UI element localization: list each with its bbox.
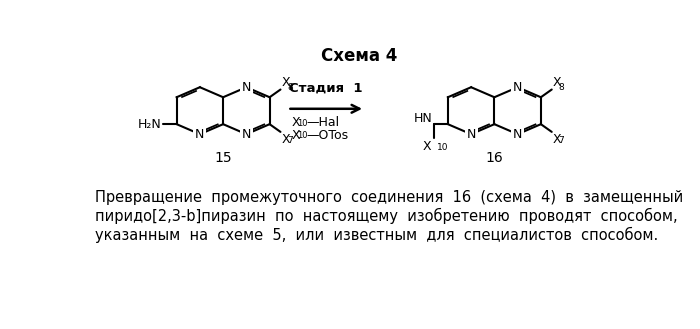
Text: 10: 10 <box>298 119 308 128</box>
Text: N: N <box>513 128 522 141</box>
Text: 10: 10 <box>298 131 308 140</box>
Text: 15: 15 <box>214 151 232 165</box>
Text: Превращение  промежуточного  соединения  16  (схема  4)  в  замещенный: Превращение промежуточного соединения 16… <box>95 190 683 205</box>
Text: N: N <box>195 128 204 141</box>
Text: N: N <box>241 81 251 94</box>
Text: N: N <box>513 81 522 94</box>
Text: —OTos: —OTos <box>306 129 348 142</box>
Text: H₂N: H₂N <box>137 118 161 131</box>
Text: 7: 7 <box>559 136 564 145</box>
Text: —Hal: —Hal <box>306 116 340 130</box>
Text: пиридо[2,3-b]пиразин  по  настоящему  изобретению  проводят  способом,: пиридо[2,3-b]пиразин по настоящему изобр… <box>95 208 678 224</box>
Text: указанным  на  схеме  5,  или  известным  для  специалистов  способом.: указанным на схеме 5, или известным для … <box>95 227 659 243</box>
Text: 8: 8 <box>288 83 293 92</box>
Text: Стадия  1: Стадия 1 <box>290 82 363 95</box>
Text: N: N <box>466 128 476 141</box>
Text: X: X <box>281 76 290 89</box>
Text: X: X <box>281 133 290 146</box>
Text: X: X <box>291 129 300 142</box>
Text: HN: HN <box>414 112 433 125</box>
Text: 16: 16 <box>486 151 503 165</box>
Text: 8: 8 <box>559 83 564 92</box>
Text: 10: 10 <box>437 143 449 152</box>
Text: N: N <box>241 128 251 141</box>
Text: X: X <box>552 76 561 89</box>
Text: X: X <box>291 116 300 130</box>
Text: 7: 7 <box>288 136 293 145</box>
Text: X: X <box>423 139 432 153</box>
Text: X: X <box>552 133 561 146</box>
Text: Схема 4: Схема 4 <box>321 47 397 65</box>
